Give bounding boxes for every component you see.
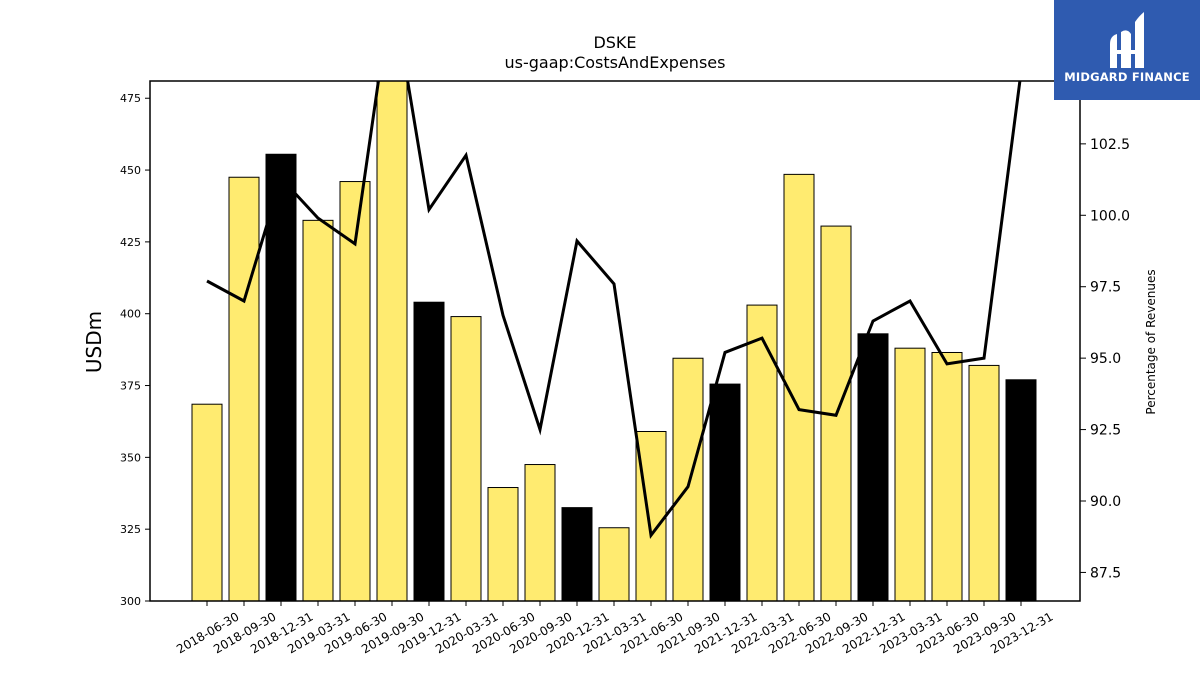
bar-2018-12-31 (265, 153, 297, 601)
y-tick-label: 300 (120, 595, 141, 608)
logo-mark-icon (1110, 12, 1144, 68)
y-tick-label: 475 (120, 92, 141, 105)
y-tick-label: 350 (120, 451, 141, 464)
logo-text: MIDGARD FINANCE (1064, 70, 1190, 84)
y2-tick-label: 95.0 (1090, 351, 1121, 367)
y2-tick-label: 87.5 (1090, 565, 1121, 581)
y2-tick-label: 100.0 (1090, 208, 1130, 224)
y-tick-label: 450 (120, 164, 141, 177)
bar-2023-09-30 (968, 364, 1000, 601)
bar-2018-09-30 (228, 176, 260, 601)
bar-2019-06-30 (339, 181, 371, 601)
bar-2020-06-30 (487, 487, 519, 601)
y-axis-ticks: 300 325 350 375 400 425 450 475 (120, 92, 150, 608)
percentage-line (206, 81, 1022, 540)
bar-2019-12-31 (413, 301, 445, 601)
chart-title: DSKE (593, 33, 636, 52)
bar-2018-06-30 (191, 403, 223, 601)
line-series (206, 81, 1022, 540)
bar-2023-12-31 (1005, 379, 1037, 601)
brand-logo: MIDGARD FINANCE (1054, 0, 1200, 100)
bar-2021-09-30 (672, 357, 704, 601)
bar-2023-03-31 (894, 347, 926, 601)
y2-tick-label: 90.0 (1090, 494, 1121, 510)
y2-tick-label: 92.5 (1090, 423, 1121, 439)
bar-series (191, 81, 1037, 601)
bar-2019-03-31 (302, 219, 334, 601)
y2-tick-label: 102.5 (1090, 137, 1130, 153)
x-axis-ticks: 2018-06-302018-09-302018-12-312019-03-31… (174, 601, 1056, 656)
y2-axis-ticks: 87.5 90.0 92.5 95.0 97.5 100.0 102.5 (1080, 137, 1130, 581)
y-tick-label: 400 (120, 308, 141, 321)
bar-2023-06-30 (931, 351, 963, 601)
y2-tick-label: 97.5 (1090, 280, 1121, 296)
bar-2022-12-31 (857, 333, 889, 601)
bar-2022-03-31 (746, 304, 778, 601)
bar-2021-03-31 (598, 527, 630, 601)
bar-2020-03-31 (450, 316, 482, 601)
bar-2021-12-31 (709, 383, 741, 601)
bar-2020-09-30 (524, 464, 556, 601)
bar-2019-09-30 (376, 81, 408, 601)
y-tick-label: 375 (120, 380, 141, 393)
y-axis-label: USDm (82, 311, 106, 373)
y2-axis-label: Percentage of Revenues (1144, 269, 1158, 414)
y-tick-label: 325 (120, 523, 141, 536)
y-tick-label: 425 (120, 236, 141, 249)
chart-subtitle: us-gaap:CostsAndExpenses (505, 53, 726, 72)
bar-2020-12-31 (561, 507, 593, 601)
plot-frame (149, 80, 1081, 602)
